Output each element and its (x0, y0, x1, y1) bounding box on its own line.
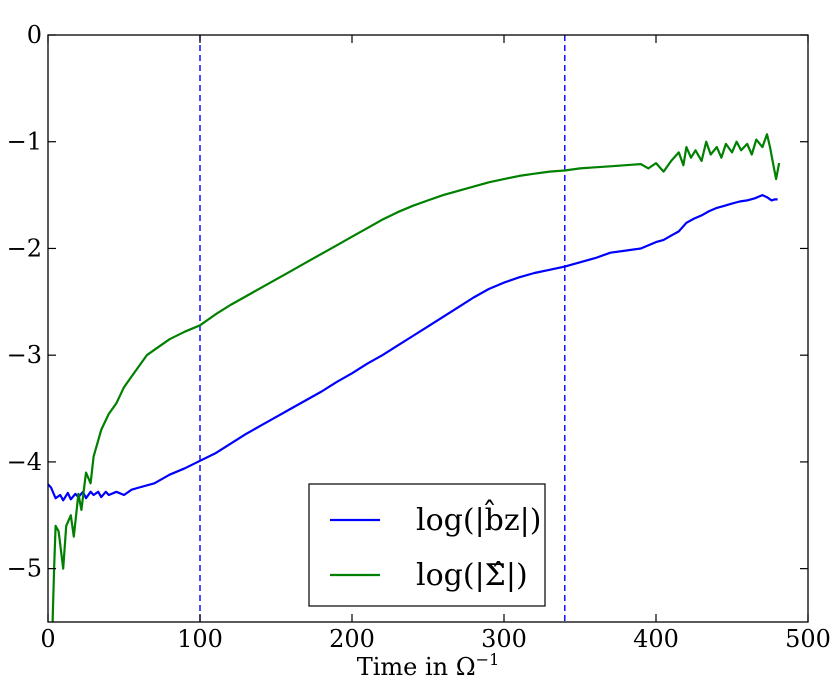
series-group (47, 133, 781, 623)
x-tick-label: 100 (177, 625, 223, 653)
x-tick-label: 300 (481, 625, 527, 653)
legend-label-1: log(|b̂z|) (416, 499, 542, 538)
y-tick-label: −3 (7, 341, 42, 369)
series-line-2 (51, 133, 781, 623)
y-tick-label: −2 (7, 234, 42, 262)
tick-labels: 0 100 200 300 400 500 0 −1 −2 −3 −4 −5 (7, 21, 830, 653)
y-tick-label: −5 (7, 555, 42, 583)
x-tick-label: 400 (633, 625, 679, 653)
y-tick-label: −1 (7, 128, 42, 156)
x-tick-label: 200 (329, 625, 375, 653)
legend-label-2: log(|Σ̂|) (416, 558, 528, 593)
x-axis-title: Time in Ω−1 (357, 650, 500, 681)
x-tick-label: 0 (40, 625, 55, 653)
y-tick-label: 0 (27, 21, 42, 49)
reference-lines (199, 35, 566, 622)
y-tick-label: −4 (7, 448, 42, 476)
legend: log(|b̂z|) log(|Σ̂|) (308, 483, 546, 607)
plot-frame (47, 34, 809, 623)
x-tick-label: 500 (785, 625, 830, 653)
series-line-1 (47, 194, 778, 502)
legend-box (308, 483, 546, 607)
